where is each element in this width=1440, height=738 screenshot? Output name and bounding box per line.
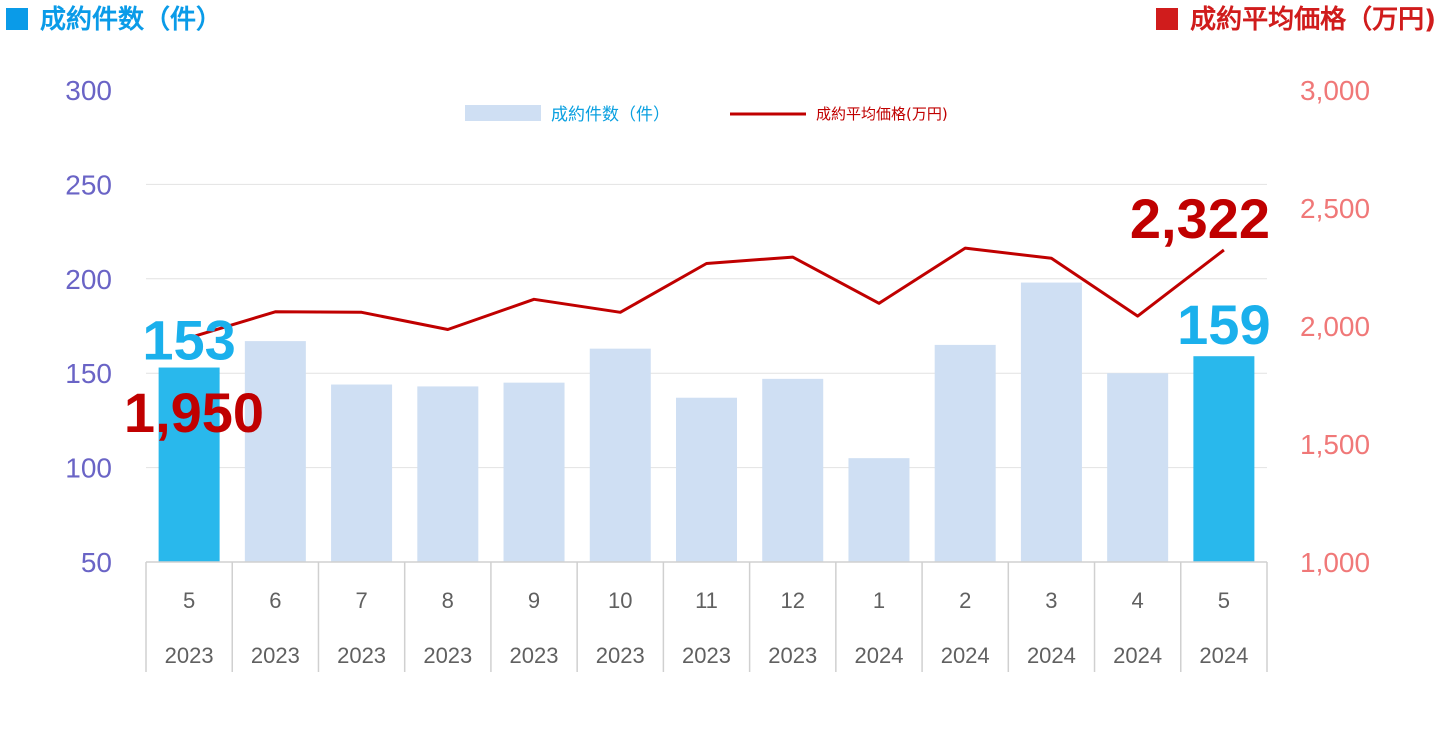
right-tick-label: 2,000	[1300, 311, 1370, 342]
x-year-label: 2023	[510, 643, 559, 668]
price-line	[188, 246, 1225, 340]
left-tick-label: 50	[81, 547, 112, 578]
x-month-label: 11	[695, 588, 718, 613]
x-month-label: 12	[780, 588, 804, 613]
bar-series	[158, 282, 1255, 562]
left-legend-square	[6, 8, 28, 30]
line-series	[188, 246, 1225, 340]
x-month-label: 6	[269, 588, 281, 613]
bar	[762, 378, 824, 562]
x-year-label: 2023	[165, 643, 214, 668]
right-axis-title: 成約平均価格（万円)	[1156, 2, 1436, 38]
bar	[244, 341, 306, 562]
x-month-label: 7	[355, 588, 367, 613]
bar	[417, 386, 479, 562]
right-axis: 3,000 2,500 2,000 1,500 1,000	[1300, 75, 1370, 578]
x-month-label: 8	[442, 588, 454, 613]
left-tick-label: 300	[65, 75, 112, 106]
bar	[503, 382, 565, 562]
x-year-label: 2024	[854, 643, 903, 668]
x-year-label: 2024	[1113, 643, 1162, 668]
x-year-label: 2023	[682, 643, 731, 668]
right-legend-square	[1156, 8, 1179, 30]
data-label: 2,322	[1130, 187, 1270, 250]
bar	[848, 458, 910, 562]
right-tick-label: 2,500	[1300, 193, 1370, 224]
x-year-label: 2023	[337, 643, 386, 668]
x-year-label: 2024	[1199, 643, 1248, 668]
bar	[331, 384, 393, 562]
bar	[158, 367, 220, 562]
data-label: 153	[142, 309, 235, 372]
legend-bar-label: 成約件数（件）	[551, 105, 670, 125]
bar	[676, 397, 737, 562]
data-label: 159	[1177, 293, 1270, 356]
left-axis-title-text: 成約件数（件）	[40, 5, 223, 35]
bar	[1020, 282, 1082, 562]
right-axis-title-text: 成約平均価格（万円)	[1190, 5, 1436, 35]
data-label: 1,950	[124, 381, 264, 444]
left-axis-title: 成約件数（件）	[6, 2, 222, 38]
right-tick-label: 1,500	[1300, 429, 1370, 460]
right-tick-label: 1,000	[1300, 547, 1370, 578]
x-year-label: 2024	[1027, 643, 1076, 668]
x-month-label: 10	[608, 588, 632, 613]
x-month-label: 5	[183, 588, 195, 613]
legend-line-label: 成約平均価格(万円)	[816, 105, 948, 123]
x-year-label: 2023	[596, 643, 645, 668]
x-month-label: 4	[1132, 588, 1144, 613]
x-year-label: 2023	[768, 643, 817, 668]
bar	[934, 344, 996, 562]
x-month-label: 9	[528, 588, 540, 613]
x-month-label: 2	[959, 588, 971, 613]
data-labels: 153 1,950 2,322 159	[124, 187, 1271, 444]
x-month-label: 1	[873, 588, 885, 613]
x-year-label: 2023	[251, 643, 300, 668]
legend: 成約件数（件） 成約平均価格(万円)	[465, 105, 948, 125]
left-tick-label: 100	[65, 453, 112, 484]
legend-bar-swatch	[465, 105, 541, 121]
left-tick-label: 200	[65, 264, 112, 295]
bar	[1193, 356, 1255, 562]
right-tick-label: 3,000	[1300, 75, 1370, 106]
bar	[1107, 373, 1169, 562]
x-year-label: 2024	[941, 643, 990, 668]
left-tick-label: 150	[65, 358, 112, 389]
bar	[589, 348, 651, 562]
x-axis-table: 5202362023720238202392023102023112023122…	[145, 561, 1268, 672]
x-month-label: 5	[1218, 588, 1230, 613]
left-tick-label: 250	[65, 169, 112, 200]
left-axis: 300 250 200 150 100 50	[65, 75, 112, 578]
x-month-label: 3	[1045, 588, 1057, 613]
x-year-label: 2023	[423, 643, 472, 668]
